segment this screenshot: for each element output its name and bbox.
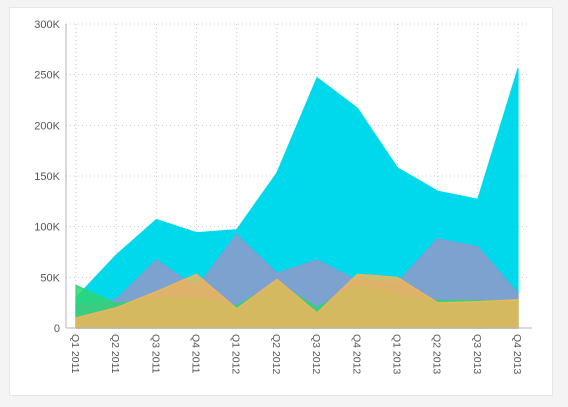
y-tick-label: 200K xyxy=(34,120,60,132)
series-1-area xyxy=(75,67,519,329)
x-tick-labels: Q1 2011 Q2 2011 Q3 2011 Q4 2011 Q1 2012 Q2 20… xyxy=(69,334,523,374)
x-tick-label: Q4 2011 xyxy=(190,334,202,374)
y-tick-labels: 0 50K 100K 150K 200K 250K 300K xyxy=(34,19,60,335)
x-tick-label: Q2 2013 xyxy=(431,334,443,374)
x-tick-label: Q4 2013 xyxy=(511,334,523,374)
y-tick-label: 50K xyxy=(40,272,60,284)
y-tick-label: 300K xyxy=(34,19,60,31)
chart-card: 0 50K 100K 150K 200K 250K 300K Q1 2011 Q2 2011 Q… xyxy=(9,7,553,396)
x-tick-label: Q3 2011 xyxy=(149,334,161,374)
axes xyxy=(65,24,532,329)
y-tick-label: 150K xyxy=(34,171,60,183)
x-tick-label: Q2 2012 xyxy=(270,334,282,374)
x-tick-label: Q1 2011 xyxy=(69,334,81,374)
x-tick-label: Q3 2013 xyxy=(471,334,483,374)
x-tick-label: Q3 2012 xyxy=(310,334,322,374)
x-tick-label: Q2 2011 xyxy=(109,334,121,374)
x-tick-label: Q1 2012 xyxy=(230,334,242,374)
x-tick-label: Q4 2012 xyxy=(350,334,362,374)
x-tick-label: Q1 2013 xyxy=(390,334,402,374)
y-tick-label: 0 xyxy=(54,323,60,335)
series-4-area xyxy=(75,273,519,329)
series-areas xyxy=(75,67,519,329)
y-tick-label: 250K xyxy=(34,70,60,82)
y-tick-label: 100K xyxy=(34,222,60,234)
